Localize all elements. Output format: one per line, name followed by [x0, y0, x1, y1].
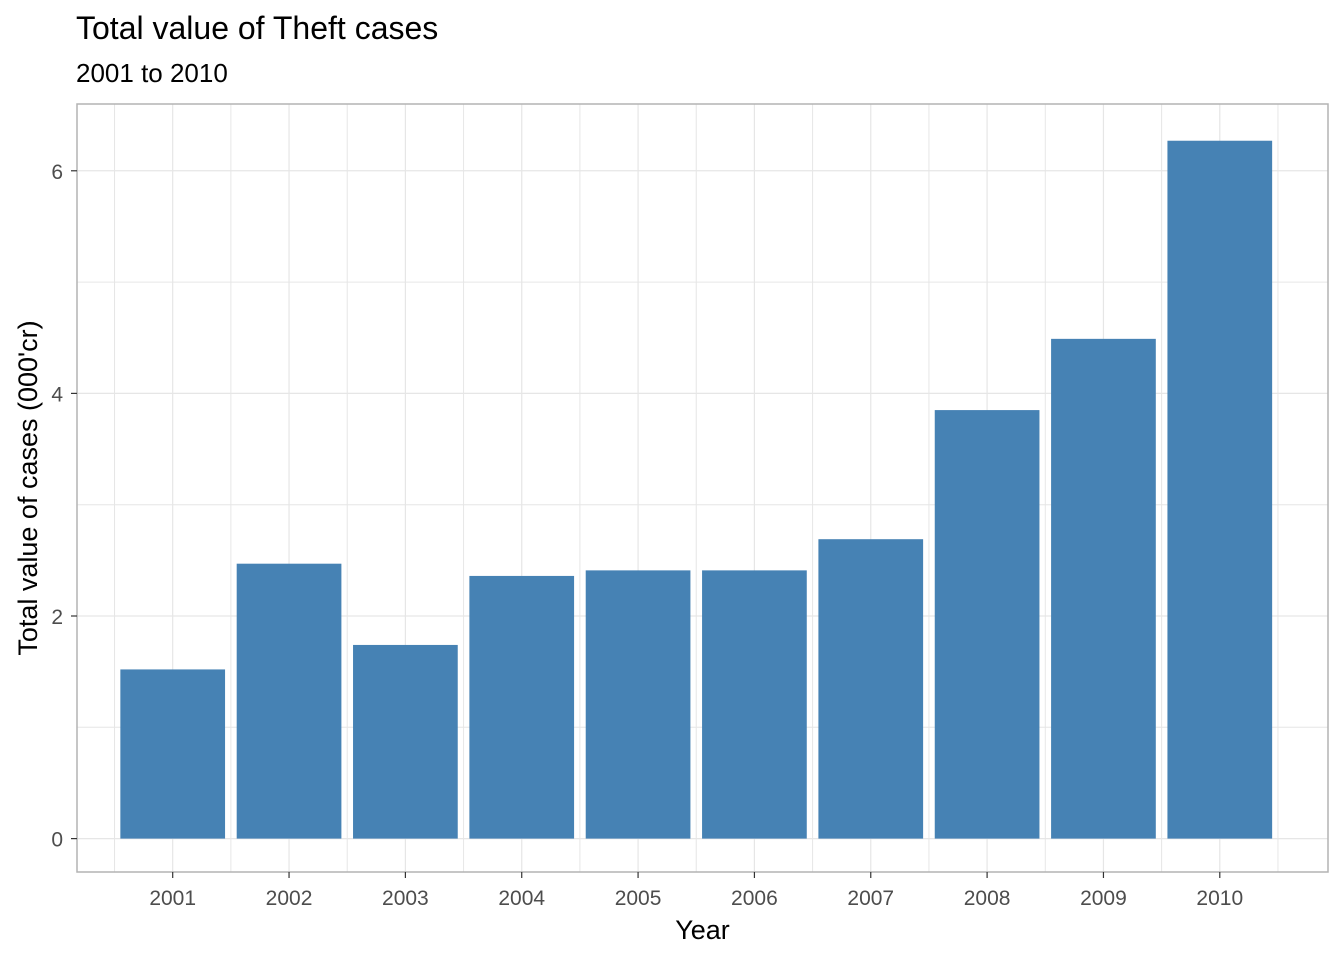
- x-tick-label: 2001: [149, 887, 196, 910]
- y-axis-title: Total value of cases (000'cr): [13, 320, 43, 655]
- chart-title: Total value of Theft cases: [76, 10, 439, 46]
- panel-border: [76, 103, 1329, 873]
- y-tick-label: 6: [51, 161, 63, 184]
- bar-2008: [934, 410, 1040, 839]
- bars: [120, 140, 1273, 839]
- bar-2009: [1051, 338, 1156, 839]
- x-tick-label: 2005: [615, 887, 662, 910]
- bar-2001: [120, 669, 226, 839]
- chart-subtitle: 2001 to 2010: [76, 58, 228, 88]
- bar-2006: [702, 570, 807, 839]
- x-tick-label: 2008: [964, 887, 1011, 910]
- bar-2004: [469, 575, 575, 839]
- bar-2005: [585, 570, 691, 839]
- x-axis-title: Year: [675, 915, 730, 945]
- bar-2003: [353, 644, 458, 839]
- y-tick-label: 0: [51, 829, 63, 852]
- x-tick-label: 2007: [847, 887, 894, 910]
- bar-2010: [1167, 140, 1273, 839]
- x-axis-ticks: 2001 2002 2003 2004 2005 2006 2007 2008 2009 2010: [149, 872, 1243, 910]
- bar-2007: [818, 539, 924, 839]
- x-tick-label: 2002: [266, 887, 313, 910]
- x-tick-label: 2006: [731, 887, 778, 910]
- x-tick-label: 2004: [498, 887, 545, 910]
- x-tick-label: 2009: [1080, 887, 1127, 910]
- x-tick-label: 2010: [1196, 887, 1243, 910]
- bar-2002: [236, 563, 342, 839]
- y-tick-label: 4: [51, 383, 63, 406]
- y-axis-ticks: 0 2 4 6: [51, 161, 77, 852]
- x-tick-label: 2003: [382, 887, 429, 910]
- y-tick-label: 2: [51, 606, 63, 629]
